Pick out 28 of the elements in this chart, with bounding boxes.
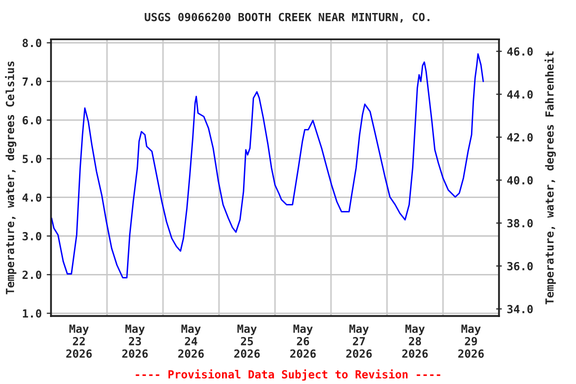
y-tick-label: 5.0 [22,154,42,164]
y2-tick-label: 34.0 [507,304,533,314]
x-tick-label: May 23 2026 [122,324,148,358]
y2-tick-label: 44.0 [507,90,533,99]
x-tick-label: May 28 2026 [402,324,428,358]
x-tick-label: May 26 2026 [290,324,316,358]
y-tick-label: 8.0 [22,38,42,48]
y-tick-label: 4.0 [22,193,42,202]
y2-tick-label: 42.0 [507,133,533,142]
y-tick-label: 3.0 [22,232,42,240]
y-tick-label: 1.0 [22,309,42,318]
chart-title: USGS 09066200 BOOTH CREEK NEAR MINTURN, CO. [144,12,430,23]
y2-axis-title: Temperature, water, degrees Fahrenheit [544,51,556,304]
y-axis-title: Temperature, water, degrees Celsius [5,61,16,294]
y-tick-label: 6.0 [22,116,42,124]
y2-tick-label: 36.0 [507,262,533,270]
x-tick-label: May 29 2026 [458,324,484,358]
x-tick-label: May 25 2026 [234,324,260,358]
line-series [51,53,484,278]
y2-tick-label: 40.0 [507,176,533,184]
x-tick-label: May 24 2026 [178,324,204,358]
text: ---- Provisional Data Subject to Revision ---- [136,369,440,381]
x-tick-label: May 22 2026 [66,324,92,358]
y2-tick-label: 46.0 [507,47,533,56]
y-tick-label: 2.0 [22,270,42,280]
y2-tick-label: 38.0 [507,219,533,228]
x-tick-label: May 27 2026 [346,324,372,358]
y-tick-label: 7.0 [22,77,42,86]
